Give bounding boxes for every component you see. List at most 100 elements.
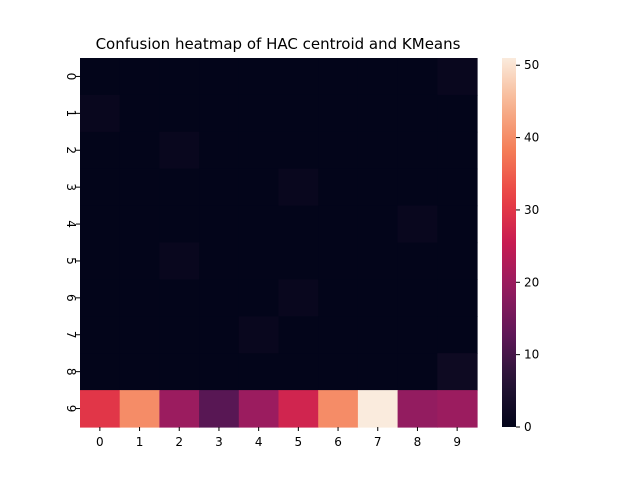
heatmap-cell <box>238 390 280 428</box>
heatmap-cell <box>278 94 319 133</box>
heatmap-cell <box>357 94 399 133</box>
heatmap-cell <box>119 353 160 391</box>
heatmap-cell <box>199 168 240 207</box>
heatmap-cell <box>397 390 438 428</box>
heatmap-cell <box>437 242 478 280</box>
heatmap-cell <box>357 168 399 207</box>
heatmap-cell <box>318 58 359 96</box>
y-tick-label: 1 <box>64 110 78 118</box>
heatmap-cell <box>80 131 121 170</box>
heatmap-cell <box>199 316 240 354</box>
heatmap-cell <box>278 58 319 96</box>
heatmap-cell <box>437 94 478 133</box>
heatmap-cell <box>278 168 319 207</box>
y-tick-label: 6 <box>64 294 78 302</box>
heatmap-cell <box>357 205 399 244</box>
y-tick-label: 8 <box>64 368 78 376</box>
colorbar-axis: 0 10 20 30 40 50 <box>516 58 539 434</box>
heatmap-cell <box>119 390 160 428</box>
colorbar-tick-label: 40 <box>524 131 539 145</box>
heatmap-cell <box>159 168 200 207</box>
heatmap-cell <box>199 58 240 96</box>
heatmap-cell <box>159 390 200 428</box>
x-tick-label: 8 <box>414 435 422 449</box>
heatmap-cell <box>159 58 200 96</box>
heatmap-cell <box>119 131 160 170</box>
heatmap-cell <box>357 131 399 170</box>
x-tick-label: 7 <box>374 435 382 449</box>
heatmap-cell <box>199 279 240 317</box>
heatmap-cell <box>80 279 121 317</box>
y-tick-label: 9 <box>64 405 78 413</box>
heatmap-cell <box>437 58 478 96</box>
heatmap-cell <box>159 94 200 133</box>
heatmap-cell <box>119 168 160 207</box>
heatmap-cell <box>119 58 160 96</box>
heatmap-cell <box>318 205 359 244</box>
y-tick-label: 0 <box>64 73 78 81</box>
colorbar-tick-label: 20 <box>524 275 539 289</box>
heatmap-cell <box>159 131 200 170</box>
chart-title: Confusion heatmap of HAC centroid and KM… <box>96 35 461 53</box>
x-tick-label: 9 <box>453 435 461 449</box>
heatmap-cell <box>199 94 240 133</box>
heatmap-cell <box>437 279 478 317</box>
y-axis: 0 1 2 3 4 5 6 7 8 9 <box>64 73 80 413</box>
heatmap-cell <box>199 131 240 170</box>
colorbar <box>502 58 516 427</box>
x-axis: 0 1 2 3 4 5 6 7 8 9 <box>96 427 461 449</box>
x-tick-label: 1 <box>136 435 144 449</box>
heatmap-cell <box>437 390 478 428</box>
y-tick-label: 2 <box>64 146 78 154</box>
heatmap-cell <box>318 353 359 391</box>
x-tick-label: 4 <box>255 435 263 449</box>
heatmap-cell <box>159 353 200 391</box>
y-tick-label: 5 <box>64 257 78 265</box>
heatmap-cell <box>238 94 280 133</box>
heatmap-cell <box>119 242 160 280</box>
heatmap-cell <box>119 316 160 354</box>
heatmap-cell <box>159 279 200 317</box>
heatmap-cell <box>397 279 438 317</box>
heatmap-cell <box>437 316 478 354</box>
heatmap-cell <box>397 94 438 133</box>
y-tick-label: 3 <box>64 183 78 191</box>
heatmap-cell <box>318 94 359 133</box>
heatmap-cell <box>397 131 438 170</box>
heatmap-cell <box>80 58 121 96</box>
colorbar-tick-label: 30 <box>524 203 539 217</box>
heatmap-cell <box>238 168 280 207</box>
heatmap-cell <box>80 242 121 280</box>
heatmap-cell <box>238 131 280 170</box>
x-tick-label: 6 <box>334 435 342 449</box>
x-tick-label: 3 <box>215 435 223 449</box>
heatmap-cell <box>80 94 121 133</box>
heatmap-cell <box>397 353 438 391</box>
heatmap-cell <box>80 168 121 207</box>
heatmap-cell <box>318 242 359 280</box>
heatmap-cell <box>357 242 399 280</box>
heatmap-cell <box>357 58 399 96</box>
x-tick-label: 0 <box>96 435 104 449</box>
heatmap-cell <box>397 316 438 354</box>
heatmap-cell <box>397 168 438 207</box>
heatmap-cell <box>278 131 319 170</box>
heatmap-cell <box>238 316 280 354</box>
heatmap-cell <box>397 205 438 244</box>
heatmap-cell <box>278 390 319 428</box>
heatmap-cell <box>437 131 478 170</box>
heatmap-cell <box>278 205 319 244</box>
y-tick-label: 7 <box>64 331 78 339</box>
heatmap-cell <box>278 242 319 280</box>
heatmap-cell <box>80 316 121 354</box>
heatmap-cell <box>199 242 240 280</box>
heatmap-cell <box>357 316 399 354</box>
colorbar-tick-label: 10 <box>524 348 539 362</box>
colorbar-tick-label: 0 <box>524 420 532 434</box>
heatmap-cell <box>397 58 438 96</box>
x-tick-label: 5 <box>295 435 303 449</box>
heatmap-cell <box>278 316 319 354</box>
heatmap-cell <box>318 316 359 354</box>
heatmap-cell <box>199 390 240 428</box>
heatmap-cell <box>357 390 399 428</box>
